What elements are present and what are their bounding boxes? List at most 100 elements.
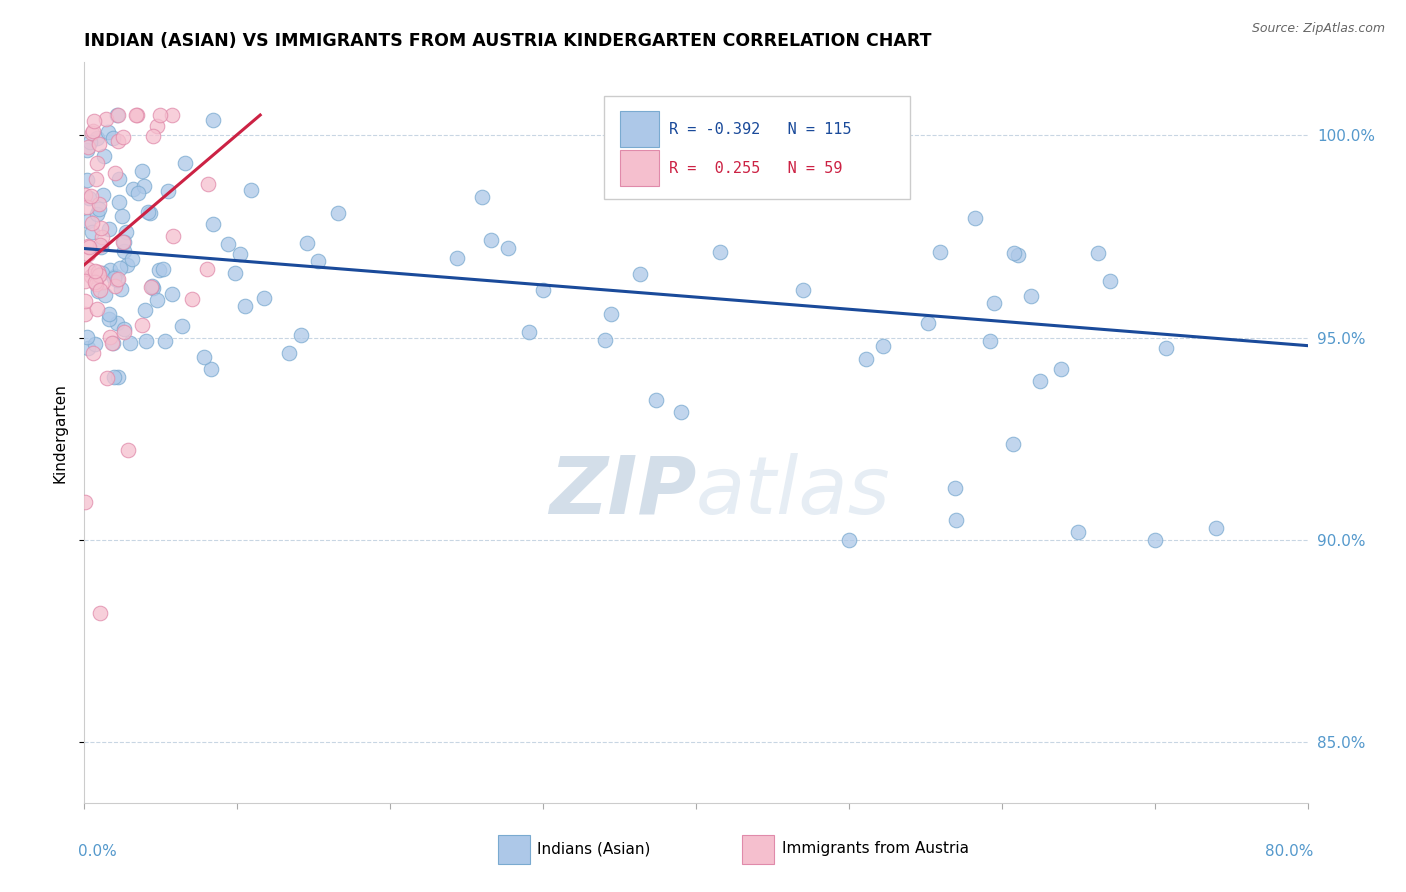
Point: [1007, 248, 1029, 262]
Point: [105, 316, 128, 330]
Point: [90, 240, 112, 254]
Point: [1099, 274, 1122, 288]
Point: [82, 345, 104, 359]
Point: [82, 123, 104, 137]
Point: [170, 319, 193, 334]
Point: [135, 334, 157, 349]
Point: [929, 245, 952, 260]
Point: [593, 333, 616, 347]
Point: [479, 234, 502, 248]
Point: [76, 143, 98, 157]
FancyBboxPatch shape: [498, 835, 530, 863]
Point: [297, 236, 319, 251]
Point: [112, 235, 135, 249]
Point: [76, 239, 98, 253]
Point: [943, 481, 966, 495]
Point: [98, 307, 121, 321]
Text: R = -0.392   N = 115: R = -0.392 N = 115: [669, 121, 852, 136]
Point: [945, 513, 967, 527]
Point: [87, 268, 110, 282]
Point: [87, 284, 110, 298]
Point: [101, 335, 124, 350]
Point: [90, 266, 112, 280]
FancyBboxPatch shape: [620, 150, 659, 186]
Point: [77, 214, 100, 228]
Point: [105, 108, 128, 122]
Point: [76, 330, 98, 344]
Point: [112, 322, 135, 336]
Point: [97, 311, 120, 326]
Point: [91, 276, 114, 290]
Point: [114, 225, 136, 239]
Point: [86, 172, 108, 186]
Point: [917, 316, 939, 330]
Point: [792, 283, 814, 297]
Text: R =  0.255   N = 59: R = 0.255 N = 59: [669, 161, 842, 176]
Point: [84, 277, 107, 292]
Point: [110, 282, 132, 296]
Point: [160, 287, 183, 301]
Point: [107, 195, 129, 210]
Point: [645, 393, 668, 408]
Point: [148, 263, 170, 277]
Point: [80, 268, 103, 283]
Point: [86, 131, 108, 145]
Point: [963, 211, 986, 225]
Point: [79, 189, 101, 203]
Point: [141, 278, 163, 293]
Point: [93, 287, 115, 301]
Point: [136, 204, 159, 219]
FancyBboxPatch shape: [742, 835, 775, 863]
Point: [326, 206, 349, 220]
Point: [157, 184, 180, 198]
Point: [125, 108, 148, 122]
Point: [101, 335, 124, 350]
Point: [110, 210, 132, 224]
Point: [115, 258, 138, 272]
Point: [127, 108, 149, 122]
Point: [607, 169, 630, 184]
Point: [107, 272, 129, 286]
Text: 80.0%: 80.0%: [1265, 844, 1313, 858]
Point: [142, 281, 165, 295]
Point: [105, 273, 128, 287]
Point: [155, 334, 177, 348]
Point: [98, 262, 121, 277]
Point: [75, 187, 97, 202]
Point: [84, 264, 107, 278]
Text: Indians (Asian): Indians (Asian): [537, 841, 651, 856]
Point: [84, 336, 107, 351]
Point: [103, 369, 125, 384]
Point: [174, 155, 197, 169]
Point: [1205, 521, 1227, 535]
Point: [1067, 524, 1090, 539]
Point: [224, 266, 246, 280]
Point: [217, 236, 239, 251]
Point: [75, 307, 97, 321]
Point: [89, 606, 111, 620]
Point: [110, 261, 132, 276]
Point: [277, 346, 299, 360]
Point: [80, 225, 103, 239]
Point: [101, 131, 124, 145]
Point: [117, 442, 139, 457]
Point: [630, 267, 652, 281]
Point: [531, 283, 554, 297]
Point: [239, 184, 262, 198]
Point: [134, 303, 156, 318]
Point: [307, 253, 329, 268]
Point: [82, 216, 104, 230]
Point: [77, 342, 100, 356]
Point: [77, 191, 100, 205]
Point: [112, 325, 135, 339]
Point: [446, 252, 468, 266]
Point: [121, 252, 143, 266]
Point: [104, 279, 127, 293]
Point: [709, 245, 731, 260]
Point: [98, 329, 121, 343]
Point: [1050, 361, 1073, 376]
Point: [979, 334, 1001, 348]
Point: [145, 293, 167, 308]
Point: [233, 299, 256, 313]
Point: [75, 293, 97, 308]
